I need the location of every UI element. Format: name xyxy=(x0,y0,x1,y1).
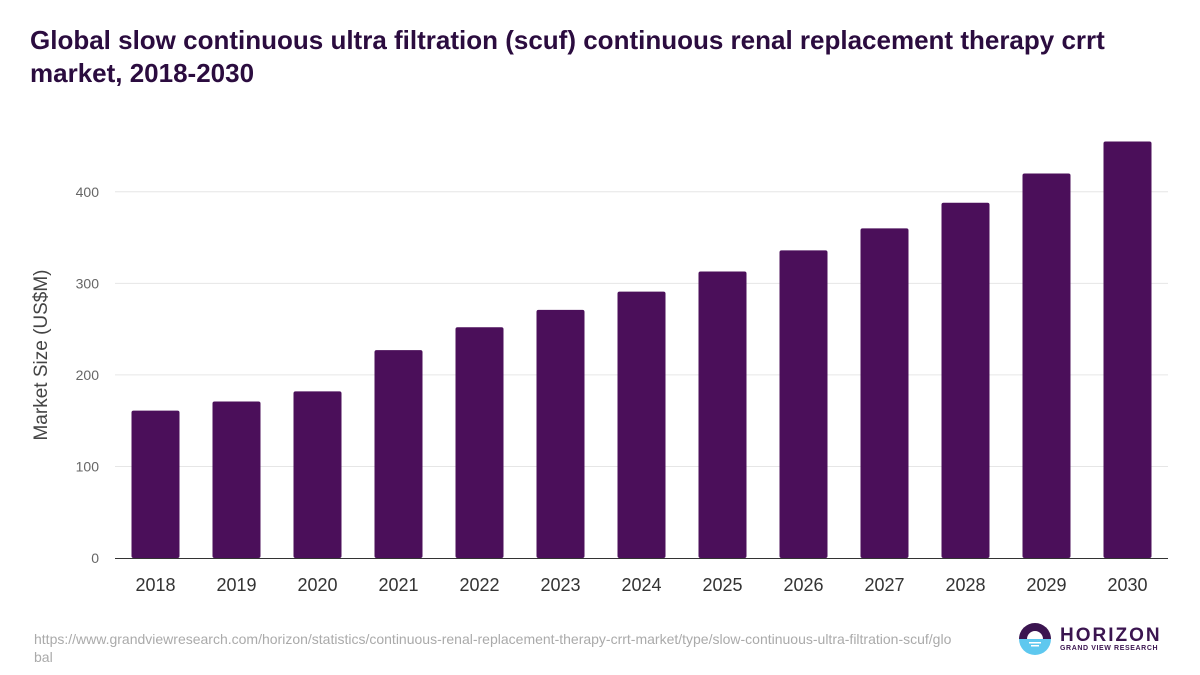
y-axis-label: Market Size (US$M) xyxy=(31,269,52,440)
bar-2027 xyxy=(860,228,909,559)
x-tick-label: 2025 xyxy=(702,575,742,595)
x-tick-label: 2029 xyxy=(1026,575,1066,595)
bar-2018 xyxy=(131,410,180,558)
horizon-logo: HORIZON GRAND VIEW RESEARCH xyxy=(1018,622,1162,656)
x-tick-label: 2030 xyxy=(1107,575,1147,595)
x-tick-label: 2019 xyxy=(216,575,256,595)
logo-sub: GRAND VIEW RESEARCH xyxy=(1060,645,1159,652)
y-tick-label: 100 xyxy=(76,458,100,474)
bar-2030 xyxy=(1103,141,1152,558)
x-tick-label: 2022 xyxy=(459,575,499,595)
bar-2029 xyxy=(1022,173,1071,559)
y-tick-label: 0 xyxy=(91,550,99,566)
x-tick-label: 2023 xyxy=(540,575,580,595)
y-tick-label: 300 xyxy=(76,275,100,291)
bar-chart: 0 100 200 300 400 2018 2019 2020 2021 2022 2023 202… xyxy=(31,141,1168,595)
y-tick-label: 200 xyxy=(76,367,100,383)
bar-2023 xyxy=(536,309,585,558)
bar-2020 xyxy=(293,391,342,558)
x-tick-label: 2026 xyxy=(783,575,823,595)
x-tick-label: 2024 xyxy=(621,575,661,595)
y-tick-label: 400 xyxy=(76,184,100,200)
horizon-logo-icon xyxy=(1019,623,1051,655)
bar-2019 xyxy=(212,401,261,558)
bar-2028 xyxy=(941,202,990,558)
bar-2025 xyxy=(698,271,747,558)
chart-title: Global slow continuous ultra filtration … xyxy=(30,25,1105,88)
bar-2026 xyxy=(779,250,828,558)
logo-name: HORIZON xyxy=(1060,625,1162,646)
x-tick-label: 2027 xyxy=(864,575,904,595)
x-tick-label: 2021 xyxy=(378,575,418,595)
source-url[interactable]: https://www.grandviewresearch.com/horizo… xyxy=(34,631,952,665)
bar-2022 xyxy=(455,327,504,558)
x-tick-label: 2028 xyxy=(945,575,985,595)
x-tick-label: 2020 xyxy=(297,575,337,595)
x-tick-label: 2018 xyxy=(135,575,175,595)
bar-2024 xyxy=(617,291,666,558)
bar-2021 xyxy=(374,350,423,558)
